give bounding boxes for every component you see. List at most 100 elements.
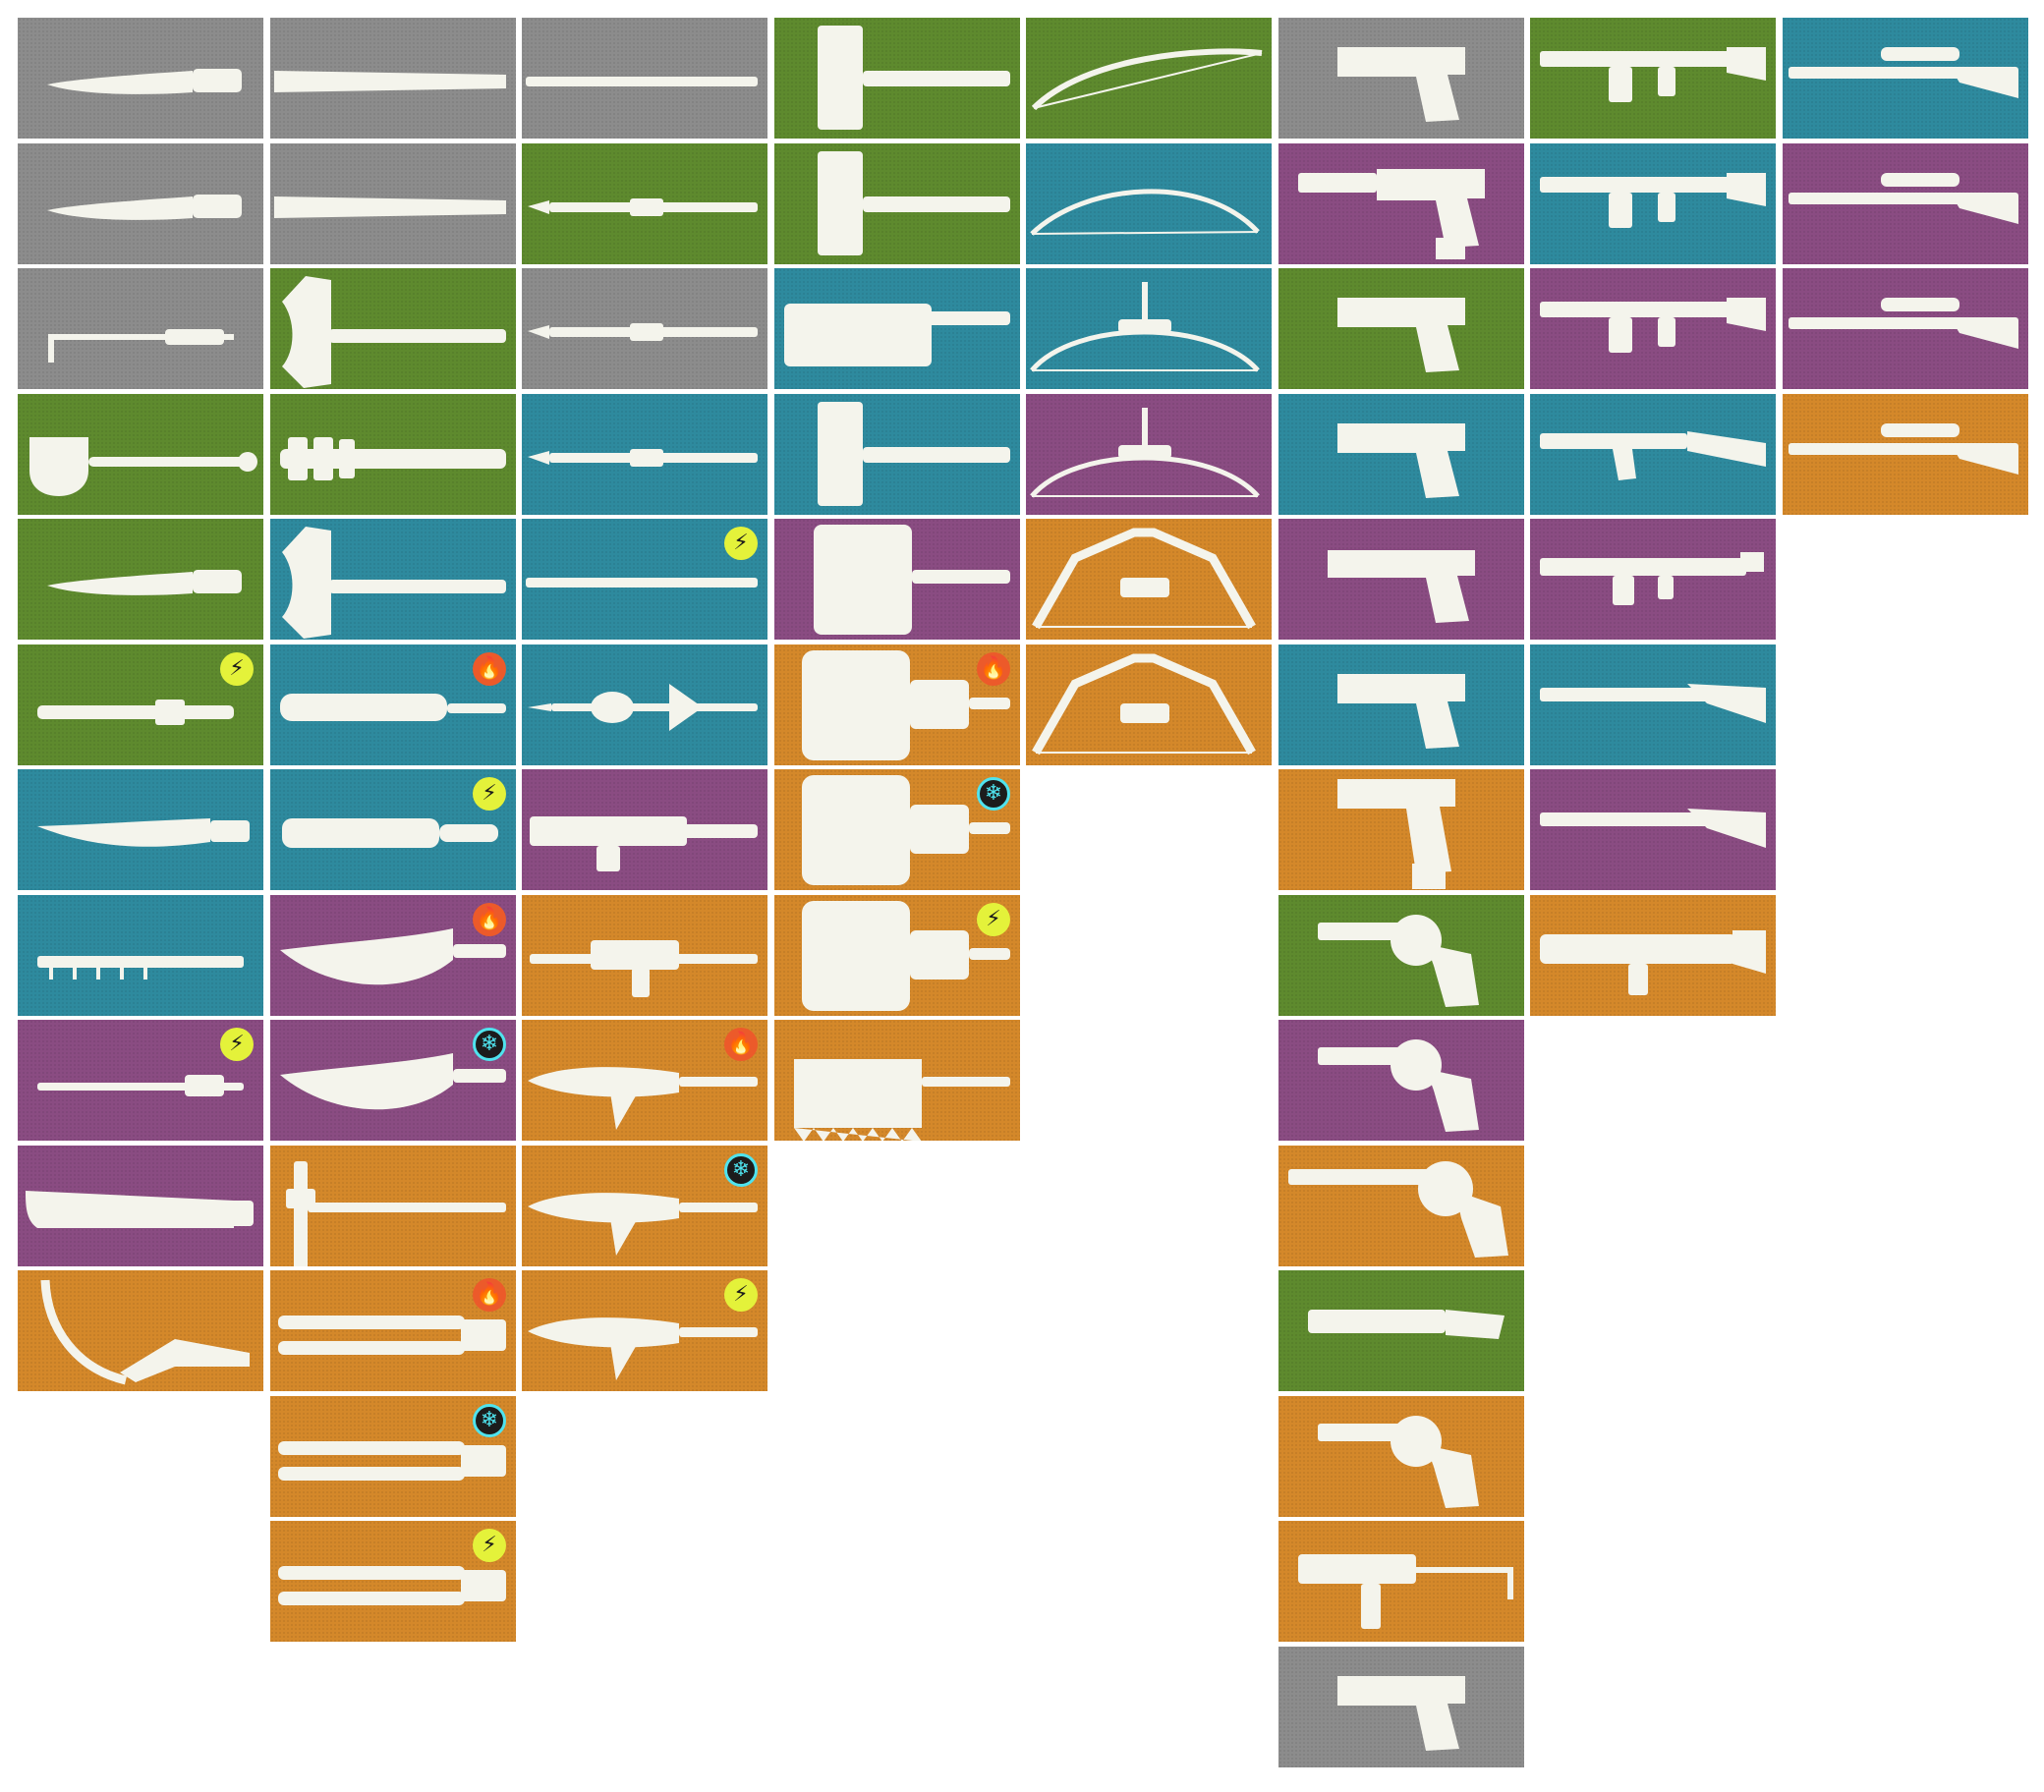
knife-icon xyxy=(47,69,242,94)
pistol-weapon-tile[interactable] xyxy=(1278,268,1524,389)
assault-rifle-weapon-tile[interactable] xyxy=(1530,18,1776,139)
pistol-icon xyxy=(1337,298,1465,372)
recurve-bow-weapon-tile[interactable] xyxy=(1026,143,1272,264)
compound-bow-weapon-tile[interactable] xyxy=(1026,519,1272,640)
twin-blade-weapon-tile[interactable]: ❄ xyxy=(270,1396,516,1517)
smg-icon xyxy=(1298,1554,1513,1629)
pistol-icon xyxy=(1337,1676,1465,1751)
shovel-weapon-tile[interactable] xyxy=(18,394,263,515)
ak-rifle-weapon-tile[interactable] xyxy=(1530,394,1776,515)
pistol-weapon-tile[interactable] xyxy=(1278,394,1524,515)
spear-weapon-tile[interactable] xyxy=(522,394,767,515)
coil-club-icon xyxy=(282,818,498,848)
pistol-weapon-tile[interactable] xyxy=(1278,18,1524,139)
scythe-blade-weapon-tile[interactable] xyxy=(18,1270,263,1391)
drill-spear-weapon-tile[interactable] xyxy=(522,769,767,890)
extended-pistol-weapon-tile[interactable] xyxy=(1278,769,1524,890)
coil-club-weapon-tile[interactable]: ⚡ xyxy=(270,769,516,890)
revolver-weapon-tile[interactable] xyxy=(1278,1396,1524,1517)
kukri-weapon-tile[interactable]: 🔥 xyxy=(270,895,516,1016)
long-revolver-weapon-tile[interactable] xyxy=(1278,1146,1524,1266)
long-pistol-weapon-tile[interactable] xyxy=(1278,519,1524,640)
tank-hammer-weapon-tile[interactable]: 🔥 xyxy=(774,644,1020,765)
sight-bow-icon xyxy=(1030,408,1260,498)
tank-hammer-icon xyxy=(802,775,1010,885)
engine-hammer-weapon-tile[interactable] xyxy=(774,519,1020,640)
knife-icon xyxy=(47,570,242,595)
shotgun-weapon-tile[interactable] xyxy=(1530,644,1776,765)
sledgehammer-weapon-tile[interactable] xyxy=(774,18,1020,139)
blade-spear-weapon-tile[interactable]: 🔥 xyxy=(522,1020,767,1141)
stun-rod-icon xyxy=(37,1075,244,1096)
knife-weapon-tile[interactable] xyxy=(18,18,263,139)
sniper-weapon-tile[interactable] xyxy=(1783,394,2028,515)
sledgehammer-icon xyxy=(818,151,1010,255)
stun-rod-weapon-tile[interactable]: ⚡ xyxy=(18,1020,263,1141)
pistol-weapon-tile[interactable] xyxy=(1278,644,1524,765)
freeze-element-icon: ❄ xyxy=(473,1028,506,1061)
sniper-weapon-tile[interactable] xyxy=(1783,268,2028,389)
sight-bow-weapon-tile[interactable] xyxy=(1026,394,1272,515)
block-hammer-weapon-tile[interactable] xyxy=(774,268,1020,389)
suppressed-pistol-weapon-tile[interactable] xyxy=(1278,143,1524,264)
block-hammer-icon xyxy=(784,304,1010,366)
assault-rifle-icon xyxy=(1540,298,1766,353)
crowbar-knife-weapon-tile[interactable] xyxy=(18,268,263,389)
carbine-weapon-tile[interactable] xyxy=(1530,519,1776,640)
sight-bow-icon xyxy=(1030,282,1260,372)
knife-weapon-tile[interactable] xyxy=(18,519,263,640)
sawed-off-weapon-tile[interactable] xyxy=(1278,1270,1524,1391)
axe-weapon-tile[interactable] xyxy=(270,519,516,640)
pistol-weapon-tile[interactable] xyxy=(1278,1647,1524,1767)
longbow-icon xyxy=(1031,48,1263,111)
sledgehammer-icon xyxy=(818,402,1010,506)
cleaver-icon xyxy=(26,1191,254,1228)
pick-staff-weapon-tile[interactable] xyxy=(270,1146,516,1266)
cleaver-weapon-tile[interactable] xyxy=(18,1146,263,1266)
bat-weapon-tile[interactable] xyxy=(270,18,516,139)
longbow-weapon-tile[interactable] xyxy=(1026,18,1272,139)
blade-spear-weapon-tile[interactable]: ❄ xyxy=(522,1146,767,1266)
axe-weapon-tile[interactable] xyxy=(270,268,516,389)
grenade-launcher-weapon-tile[interactable] xyxy=(1530,895,1776,1016)
spear-weapon-tile[interactable] xyxy=(522,143,767,264)
wrapped-club-weapon-tile[interactable]: 🔥 xyxy=(270,644,516,765)
fire-element-icon: 🔥 xyxy=(977,652,1010,686)
tank-hammer-weapon-tile[interactable]: ⚡ xyxy=(774,895,1020,1016)
tank-hammer-weapon-tile[interactable]: ❄ xyxy=(774,769,1020,890)
twin-blade-weapon-tile[interactable]: 🔥 xyxy=(270,1270,516,1391)
assault-rifle-weapon-tile[interactable] xyxy=(1530,143,1776,264)
sledgehammer-weapon-tile[interactable] xyxy=(774,394,1020,515)
mace-spear-weapon-tile[interactable] xyxy=(522,644,767,765)
shotgun-icon xyxy=(1540,684,1766,723)
knife-weapon-tile[interactable] xyxy=(18,143,263,264)
smg-weapon-tile[interactable] xyxy=(1278,1521,1524,1642)
bat-weapon-tile[interactable] xyxy=(270,143,516,264)
gun-spear-weapon-tile[interactable] xyxy=(522,895,767,1016)
sniper-weapon-tile[interactable] xyxy=(1783,143,2028,264)
kukri-weapon-tile[interactable]: ❄ xyxy=(270,1020,516,1141)
shotgun-weapon-tile[interactable] xyxy=(1530,769,1776,890)
sniper-weapon-tile[interactable] xyxy=(1783,18,2028,139)
shotgun-icon xyxy=(1540,809,1766,848)
baton-weapon-tile[interactable]: ⚡ xyxy=(18,644,263,765)
staff-weapon-tile[interactable] xyxy=(522,18,767,139)
spear-weapon-tile[interactable] xyxy=(522,268,767,389)
twin-blade-weapon-tile[interactable]: ⚡ xyxy=(270,1521,516,1642)
sledgehammer-weapon-tile[interactable] xyxy=(774,143,1020,264)
machete-weapon-tile[interactable] xyxy=(18,769,263,890)
spiked-hammer-weapon-tile[interactable] xyxy=(774,1020,1020,1141)
spiked-club-weapon-tile[interactable] xyxy=(270,394,516,515)
compound-bow-weapon-tile[interactable] xyxy=(1026,644,1272,765)
gun-spear-icon xyxy=(530,940,758,997)
serrated-knife-weapon-tile[interactable] xyxy=(18,895,263,1016)
blade-spear-weapon-tile[interactable]: ⚡ xyxy=(522,1270,767,1391)
sight-bow-weapon-tile[interactable] xyxy=(1026,268,1272,389)
staff-weapon-tile[interactable]: ⚡ xyxy=(522,519,767,640)
revolver-weapon-tile[interactable] xyxy=(1278,895,1524,1016)
revolver-weapon-tile[interactable] xyxy=(1278,1020,1524,1141)
assault-rifle-icon xyxy=(1540,173,1766,228)
assault-rifle-weapon-tile[interactable] xyxy=(1530,268,1776,389)
revolver-icon xyxy=(1318,1039,1479,1132)
